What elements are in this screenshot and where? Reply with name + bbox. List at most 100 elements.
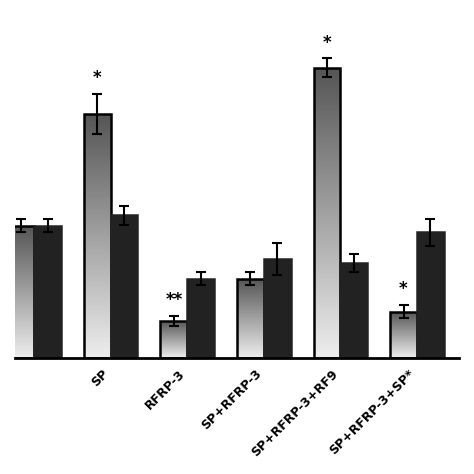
Bar <box>237 289 264 290</box>
Bar <box>237 316 264 317</box>
Bar <box>7 305 34 306</box>
Bar <box>314 91 340 94</box>
Bar <box>7 237 34 238</box>
Bar <box>84 184 111 187</box>
Bar <box>314 192 340 195</box>
Bar <box>7 311 34 313</box>
Bar <box>84 258 111 260</box>
Bar <box>7 339 34 341</box>
Bar <box>237 291 264 292</box>
Bar <box>390 311 417 358</box>
Bar <box>314 323 340 326</box>
Bar <box>7 250 34 251</box>
Bar <box>314 247 340 250</box>
Bar <box>84 180 111 182</box>
Bar <box>237 348 264 349</box>
Bar <box>314 169 340 172</box>
Bar <box>7 309 34 310</box>
Bar <box>84 309 111 311</box>
Bar <box>314 166 340 169</box>
Bar <box>7 335 34 337</box>
Bar <box>84 353 111 356</box>
Bar <box>314 279 340 283</box>
Bar <box>237 295 264 296</box>
Bar <box>237 315 264 316</box>
Bar <box>237 317 264 318</box>
Bar <box>7 228 34 230</box>
Bar <box>84 273 111 275</box>
Bar <box>314 123 340 126</box>
Bar <box>237 303 264 304</box>
Bar <box>84 284 111 287</box>
Bar <box>7 348 34 350</box>
Bar <box>7 277 34 279</box>
Bar <box>84 118 111 121</box>
Bar <box>7 264 34 265</box>
Bar <box>237 328 264 329</box>
Bar <box>84 228 111 231</box>
Bar <box>7 281 34 283</box>
Bar <box>7 286 34 288</box>
Bar <box>84 153 111 155</box>
Bar <box>237 288 264 289</box>
Bar <box>7 265 34 267</box>
Bar <box>314 105 340 109</box>
Bar <box>314 178 340 181</box>
Bar <box>7 247 34 248</box>
Bar <box>237 307 264 308</box>
Bar <box>314 204 340 207</box>
Bar <box>84 231 111 233</box>
Bar <box>314 349 340 352</box>
Bar <box>237 309 264 310</box>
Bar <box>237 279 264 358</box>
Bar <box>7 267 34 268</box>
Bar <box>84 267 111 270</box>
Bar <box>7 325 34 326</box>
Bar <box>314 207 340 210</box>
Bar <box>7 260 34 262</box>
Bar <box>84 141 111 143</box>
Bar <box>7 343 34 345</box>
Bar <box>237 320 264 321</box>
Bar <box>84 155 111 158</box>
Bar <box>314 175 340 178</box>
Bar <box>84 192 111 194</box>
Bar <box>7 227 34 228</box>
Bar <box>314 68 340 71</box>
Bar <box>314 137 340 140</box>
Bar <box>7 318 34 319</box>
Bar <box>7 353 34 354</box>
Bar <box>84 182 111 184</box>
Bar <box>314 97 340 100</box>
Bar <box>84 243 111 246</box>
Bar <box>237 351 264 352</box>
Bar <box>314 187 340 190</box>
Bar <box>237 330 264 331</box>
Bar <box>314 297 340 300</box>
Bar <box>7 350 34 351</box>
Bar <box>84 333 111 336</box>
Bar <box>237 304 264 305</box>
Bar <box>237 327 264 328</box>
Bar <box>314 88 340 91</box>
Bar <box>7 317 34 318</box>
Bar <box>84 197 111 199</box>
Bar <box>314 326 340 328</box>
Bar <box>7 341 34 342</box>
Bar <box>187 279 214 358</box>
Bar <box>237 349 264 350</box>
Bar <box>314 320 340 323</box>
Bar <box>314 355 340 358</box>
Bar <box>7 337 34 338</box>
Bar <box>7 296 34 297</box>
Bar <box>84 226 111 228</box>
Bar <box>237 353 264 354</box>
Bar <box>314 71 340 73</box>
Bar <box>314 146 340 149</box>
Bar <box>314 201 340 204</box>
Bar <box>314 79 340 82</box>
Bar <box>314 337 340 340</box>
Bar <box>7 245 34 246</box>
Bar <box>314 82 340 85</box>
Bar <box>237 308 264 309</box>
